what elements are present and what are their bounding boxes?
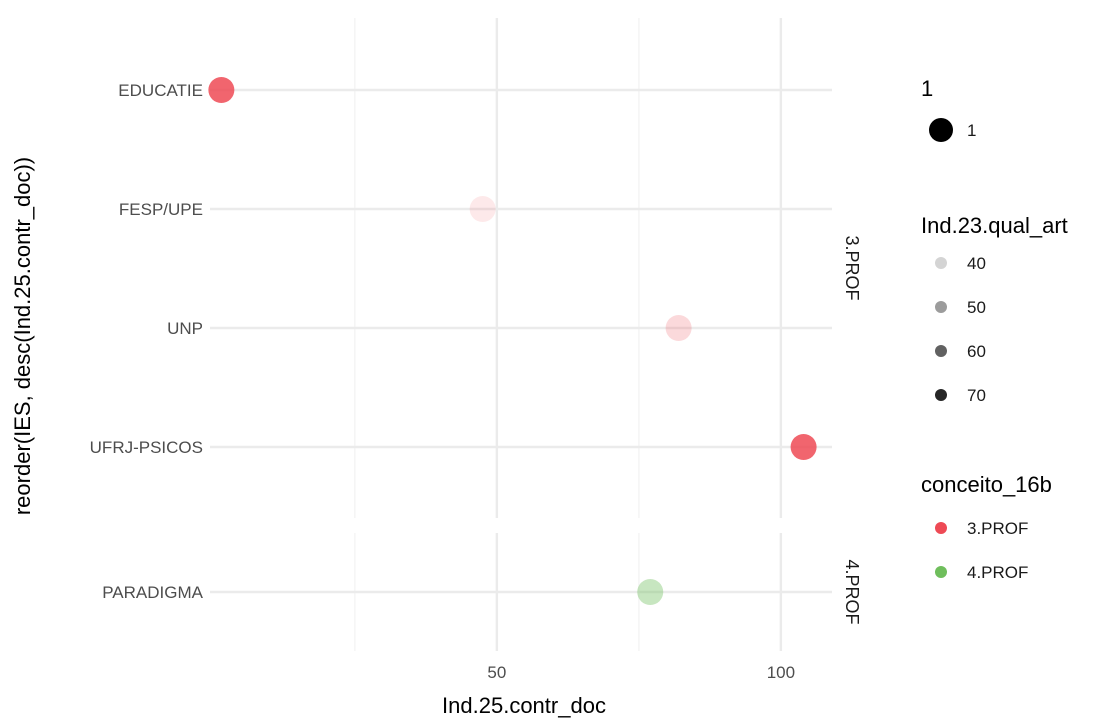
facet-strip-label: 3.PROF xyxy=(842,235,862,300)
data-point xyxy=(790,434,817,460)
alpha-legend-key xyxy=(935,301,947,313)
facet-panels xyxy=(208,18,832,651)
color-legend-entries: 3.PROF 4.PROF xyxy=(935,519,1028,582)
x-axis-title: Ind.25.contr_doc xyxy=(442,693,606,718)
alpha-legend-label: 60 xyxy=(967,342,986,361)
alpha-legend-title: Ind.23.qual_art xyxy=(921,213,1068,238)
y-tick-label: UNP xyxy=(167,319,203,338)
x-tick-label: 50 xyxy=(487,663,506,682)
alpha-legend-key xyxy=(935,257,947,269)
size-legend-label: 1 xyxy=(967,121,976,140)
x-tick-labels: 50 100 xyxy=(487,663,795,682)
data-point xyxy=(637,579,664,605)
color-legend-label: 4.PROF xyxy=(967,563,1028,582)
color-legend-key xyxy=(935,566,947,578)
y-tick-label: UFRJ-PSICOS xyxy=(90,438,203,457)
facet-strip-label: 4.PROF xyxy=(842,559,862,624)
size-legend-key xyxy=(929,118,953,142)
legend: 1 1 Ind.23.qual_art 40 50 60 70 conceito_16… xyxy=(921,76,1068,582)
y-tick-label: FESP/UPE xyxy=(119,200,203,219)
x-tick-label: 100 xyxy=(767,663,795,682)
size-legend-entries: 1 xyxy=(929,118,976,142)
facet-panel xyxy=(208,18,832,518)
facet-strips: 3.PROF 4.PROF xyxy=(842,235,862,624)
data-point xyxy=(469,196,496,222)
color-legend-key xyxy=(935,522,947,534)
y-tick-label: PARADIGMA xyxy=(102,583,203,602)
facet-panel xyxy=(210,533,832,651)
y-tick-label: EDUCATIE xyxy=(118,81,203,100)
alpha-legend-key xyxy=(935,345,947,357)
size-legend-title: 1 xyxy=(921,76,933,101)
y-tick-labels: EDUCATIE FESP/UPE UNP UFRJ-PSICOS PARADIGMA xyxy=(90,81,204,602)
data-point xyxy=(208,77,235,103)
alpha-legend-label: 70 xyxy=(967,386,986,405)
data-point xyxy=(665,315,692,341)
alpha-legend-entries: 40 50 60 70 xyxy=(935,254,986,405)
color-legend-label: 3.PROF xyxy=(967,519,1028,538)
y-axis-title: reorder(IES, desc(Ind.25.contr_doc)) xyxy=(10,157,35,515)
alpha-legend-label: 50 xyxy=(967,298,986,317)
color-legend-title: conceito_16b xyxy=(921,472,1052,497)
alpha-legend-label: 40 xyxy=(967,254,986,273)
alpha-legend-key xyxy=(935,389,947,401)
